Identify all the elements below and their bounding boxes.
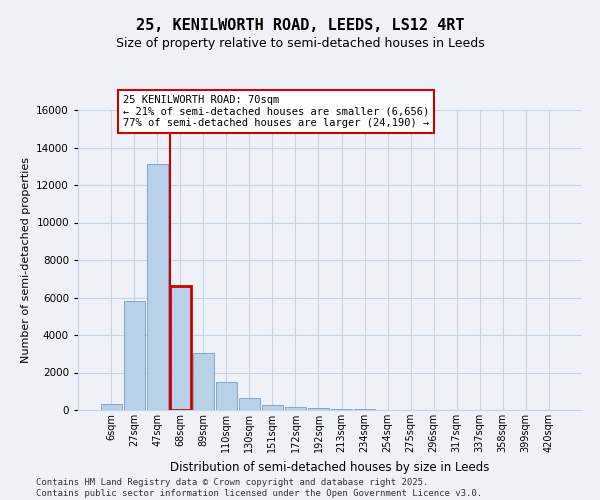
Bar (124, 301, 145, 410)
Text: Size of property relative to semi-detached houses in Leeds: Size of property relative to semi-detach… (116, 38, 484, 51)
Text: 25 KENILWORTH ROAD: 70sqm
← 21% of semi-detached houses are smaller (6,656)
77% : 25 KENILWORTH ROAD: 70sqm ← 21% of semi-… (123, 95, 429, 128)
Bar (193, 353, 214, 410)
Bar (262, 405, 283, 410)
X-axis label: Distribution of semi-detached houses by size in Leeds: Distribution of semi-detached houses by … (170, 460, 490, 473)
Bar (147, 164, 167, 410)
Bar (170, 286, 191, 410)
Bar (216, 382, 237, 410)
Bar (101, 404, 122, 410)
Y-axis label: Number of semi-detached properties: Number of semi-detached properties (20, 157, 31, 363)
Text: Contains HM Land Registry data © Crown copyright and database right 2025.
Contai: Contains HM Land Registry data © Crown c… (36, 478, 482, 498)
Bar (354, 409, 375, 410)
Bar (285, 407, 306, 410)
Bar (308, 408, 329, 410)
Bar (239, 398, 260, 410)
Text: 25, KENILWORTH ROAD, LEEDS, LS12 4RT: 25, KENILWORTH ROAD, LEEDS, LS12 4RT (136, 18, 464, 32)
Bar (331, 409, 352, 410)
